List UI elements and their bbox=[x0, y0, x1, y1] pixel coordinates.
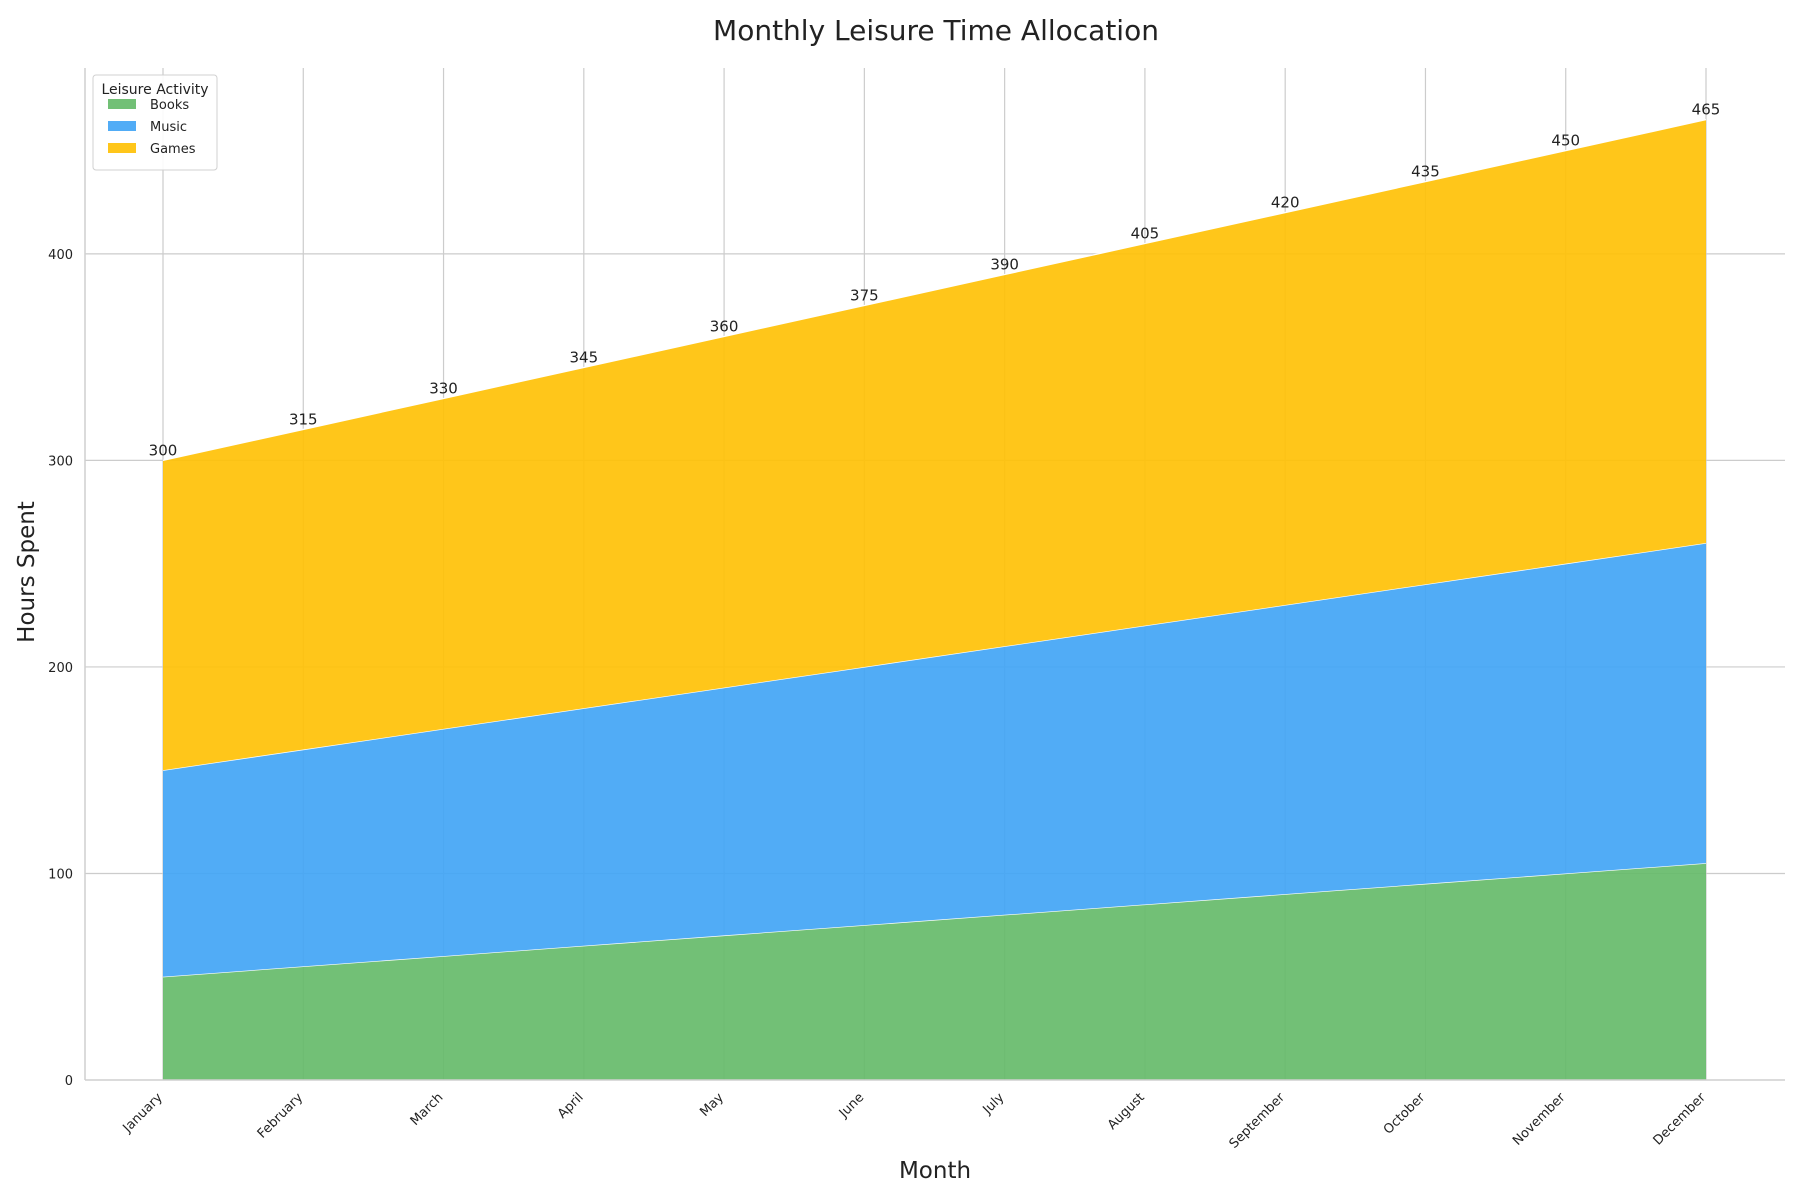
x-tick-label: April bbox=[555, 1090, 587, 1122]
total-label: 435 bbox=[1411, 163, 1440, 181]
x-tick-label: August bbox=[1105, 1090, 1148, 1133]
area-games bbox=[163, 119, 1706, 771]
total-label: 300 bbox=[149, 441, 178, 459]
x-tick-label: October bbox=[1381, 1090, 1429, 1138]
y-tick-label: 400 bbox=[48, 248, 73, 263]
axes bbox=[84, 68, 1785, 1081]
y-tick-label: 300 bbox=[48, 454, 73, 469]
x-tick-label: November bbox=[1510, 1090, 1569, 1149]
y-ticks: 0 100 200 300 400 bbox=[48, 248, 73, 1089]
y-axis-label: Hours Spent bbox=[14, 501, 40, 643]
legend: Leisure Activity Books Music Games bbox=[92, 74, 218, 171]
x-tick-label: June bbox=[836, 1090, 867, 1121]
legend-label-music: Music bbox=[150, 120, 187, 135]
legend-label-books: Books bbox=[150, 98, 189, 113]
x-tick-label: September bbox=[1227, 1090, 1289, 1152]
legend-label-games: Games bbox=[150, 142, 196, 157]
x-tick-label: December bbox=[1651, 1090, 1710, 1149]
total-labels: 300 315 330 345 360 375 390 405 420 435 450 465 bbox=[149, 101, 1721, 460]
total-label: 360 bbox=[710, 317, 739, 335]
areas bbox=[162, 118, 1707, 1080]
total-label: 390 bbox=[990, 256, 1019, 274]
x-tick-label: July bbox=[980, 1090, 1008, 1118]
legend-swatch-music bbox=[108, 121, 136, 131]
x-axis-label: Month bbox=[899, 1158, 971, 1184]
legend-swatch-books bbox=[108, 99, 136, 109]
total-label: 405 bbox=[1131, 225, 1160, 243]
y-tick-label: 100 bbox=[48, 867, 73, 882]
total-label: 465 bbox=[1692, 101, 1721, 119]
chart-title: Monthly Leisure Time Allocation bbox=[713, 14, 1159, 47]
area-edge-games bbox=[162, 118, 1707, 462]
total-label: 375 bbox=[850, 287, 879, 305]
total-label: 420 bbox=[1271, 194, 1300, 212]
legend-swatch-games bbox=[108, 143, 136, 153]
x-tick-label: February bbox=[255, 1090, 307, 1142]
x-tick-label: May bbox=[697, 1090, 727, 1120]
total-label: 450 bbox=[1551, 132, 1580, 150]
x-tick-label: January bbox=[120, 1090, 166, 1136]
legend-title: Leisure Activity bbox=[101, 82, 208, 98]
area-books bbox=[163, 863, 1706, 1080]
y-tick-label: 200 bbox=[48, 661, 73, 676]
total-label: 345 bbox=[569, 348, 598, 366]
x-ticks: January February March April May June July Augu… bbox=[120, 1090, 1710, 1152]
y-tick-label: 0 bbox=[65, 1074, 73, 1089]
total-label: 315 bbox=[289, 410, 318, 428]
area-music bbox=[163, 543, 1706, 977]
total-label: 330 bbox=[429, 379, 458, 397]
x-tick-label: March bbox=[408, 1090, 447, 1129]
